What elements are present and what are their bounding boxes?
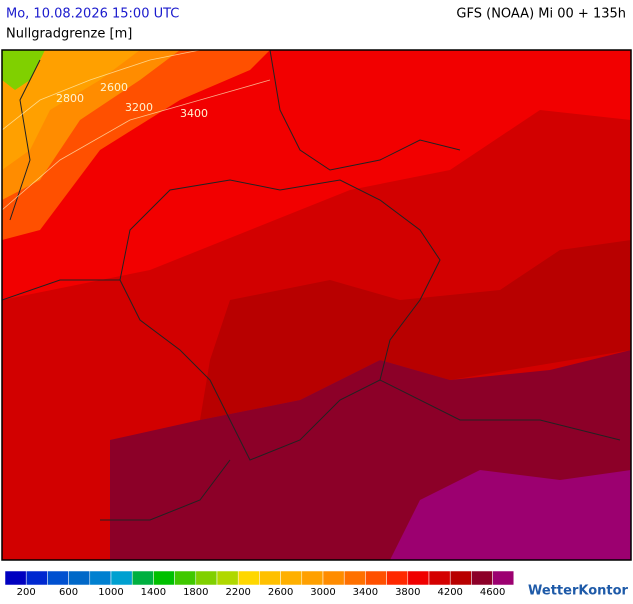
legend-swatch [322,570,345,586]
legend-swatch [25,570,48,586]
legend-swatch [471,570,493,586]
legend-label: 3000 [310,587,335,598]
legend-label: 1800 [183,587,208,598]
legend-swatch [110,570,133,586]
legend-label: 600 [59,587,78,598]
legend-swatch [68,570,91,586]
legend-swatch [89,570,112,586]
legend-swatch [174,570,197,586]
legend-swatch [428,570,451,586]
legend-label: 3800 [395,587,420,598]
color-legend: 200 600 1000 1400 1800 2200 2600 3000 3400 3800 42… [4,570,515,598]
legend-swatch [259,570,281,586]
legend-swatch [301,570,324,586]
legend-swatch [449,570,472,586]
legend-swatch [343,570,366,586]
legend-swatch [4,570,27,586]
legend-swatch [153,570,175,586]
contour-label: 2600 [100,81,128,94]
legend-swatch [216,570,239,586]
legend-swatch [131,570,154,586]
legend-label: 4200 [437,587,462,598]
legend-label: 1400 [141,587,166,598]
legend-swatch [195,570,218,586]
contour-label: 2800 [56,92,84,105]
model-run: GFS (NOAA) Mi 00 + 135h [456,7,626,22]
legend-swatch [280,570,303,586]
legend-swatch [492,570,515,586]
legend-label: 2600 [268,587,293,598]
legend-label: 200 [17,587,36,598]
map: 2800 2600 3200 3400 [1,49,632,561]
parameter: Nullgradgrenze [m] [6,27,132,42]
legend-label: 3400 [353,587,378,598]
logo: WetterKontor [528,584,629,599]
legend-swatch [47,570,69,586]
contour-label: 3200 [125,101,153,114]
legend-label: 2200 [225,587,250,598]
legend-swatch [237,570,260,586]
legend-label: 4600 [480,587,505,598]
datetime: Mo, 10.08.2026 15:00 UTC [6,7,179,22]
legend-swatch [407,570,430,586]
contour-label: 3400 [180,107,208,120]
legend-label: 1000 [98,587,123,598]
legend-swatch [365,570,387,586]
legend-swatch [386,570,409,586]
